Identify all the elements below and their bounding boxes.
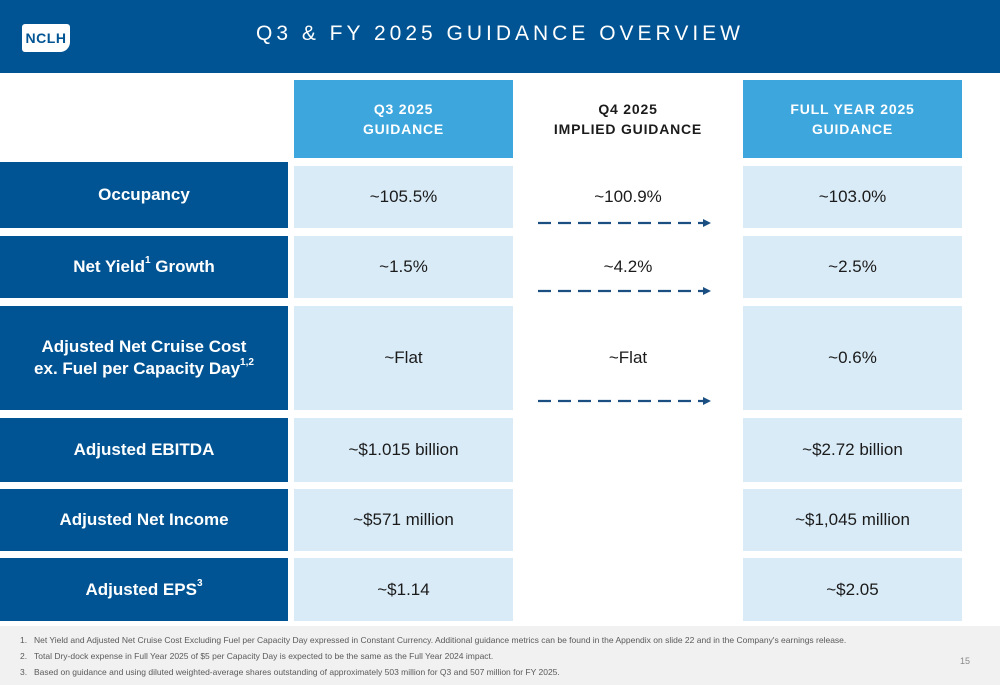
footnote-number: 2. xyxy=(20,651,28,661)
row-label-main: Net Yield xyxy=(73,257,146,276)
footnote-1: 1. Net Yield and Adjusted Net Cruise Cost… xyxy=(20,635,846,645)
row-label-main: Adjusted EPS xyxy=(85,579,197,599)
footnote-number: 3. xyxy=(20,667,28,677)
footnote-text: Based on guidance and using diluted weig… xyxy=(34,667,560,677)
row-label-adjusted-net-cruise-cost: Adjusted Net Cruise Cost ex. Fuel per Ca… xyxy=(0,306,288,410)
q3-eps-value: ~$1.14 xyxy=(294,558,513,621)
q3-net-income-value: ~$571 million xyxy=(294,489,513,551)
fy-eps-value: ~$2.05 xyxy=(743,558,962,621)
footnote-text: Net Yield and Adjusted Net Cruise Cost E… xyxy=(34,635,847,645)
fy-net-income-value: ~$1,045 million xyxy=(743,489,962,551)
column-header-q3-line1: Q3 2025 xyxy=(373,101,434,117)
nclh-logo: NCLH xyxy=(22,24,70,52)
q4-ncc-value: ~Flat xyxy=(608,348,648,367)
footnote-marker: 1,2 xyxy=(240,357,254,368)
fy-occupancy-value: ~103.0% xyxy=(743,166,962,228)
q3-ebitda-value: ~$1.015 billion xyxy=(294,418,513,482)
row-label-line2-text: ex. Fuel per Capacity Day xyxy=(34,359,241,378)
row-label-occupancy: Occupancy xyxy=(0,162,288,228)
q3-occupancy-value: ~105.5% xyxy=(294,166,513,228)
column-header-q4: Q4 2025 IMPLIED GUIDANCE xyxy=(514,80,742,158)
fy-ebitda-value: ~$2.72 billion xyxy=(743,418,962,482)
header-bar: NCLH Q3 & FY 2025 GUIDANCE OVERVIEW xyxy=(0,0,1000,73)
row-label-adjusted-net-income: Adjusted Net Income xyxy=(0,489,288,551)
row-label-adjusted-eps: Adjusted EPS3 xyxy=(0,558,288,621)
page-title: Q3 & FY 2025 GUIDANCE OVERVIEW xyxy=(255,22,744,45)
row-label-tail: Growth xyxy=(150,257,215,276)
footnotes-area: 1. Net Yield and Adjusted Net Cruise Cost… xyxy=(0,626,1000,685)
column-header-q4-line2: IMPLIED GUIDANCE xyxy=(553,121,703,137)
column-header-fy: FULL YEAR 2025 GUIDANCE xyxy=(743,80,962,158)
row-label-adjusted-ebitda: Adjusted EBITDA xyxy=(0,418,288,482)
dashed-arrow-icon xyxy=(538,397,711,405)
footnote-3: 3. Based on guidance and using diluted we… xyxy=(20,667,560,677)
row-label-net-yield-growth: Net Yield1 Growth xyxy=(0,236,288,298)
footnote-marker: 1 xyxy=(145,255,151,266)
row-label-text: Adjusted EBITDA xyxy=(73,440,215,459)
row-label-line1: Adjusted Net Cruise Cost xyxy=(41,337,247,356)
fy-net-yield-value: ~2.5% xyxy=(743,236,962,298)
fy-ncc-value: ~0.6% xyxy=(743,306,962,410)
dashed-arrow-icon xyxy=(538,219,711,227)
q4-net-yield-value: ~4.2% xyxy=(603,257,653,276)
q3-net-yield-value: ~1.5% xyxy=(294,236,513,298)
footnote-text: Total Dry-dock expense in Full Year 2025… xyxy=(34,651,494,661)
footnote-2: 2. Total Dry-dock expense in Full Year 20… xyxy=(20,651,493,661)
column-header-q4-line1: Q4 2025 xyxy=(598,101,658,117)
column-header-q3: Q3 2025 GUIDANCE xyxy=(294,80,513,158)
dashed-arrow-icon xyxy=(538,287,711,295)
row-label-text: Adjusted Net Income xyxy=(59,510,229,529)
row-label-line2: ex. Fuel per Capacity Day1,2 xyxy=(34,358,254,380)
row-label-text: Adjusted EPS3 xyxy=(85,577,203,601)
footnote-number: 1. xyxy=(20,635,28,645)
q3-ncc-value: ~Flat xyxy=(294,306,513,410)
column-header-q3-line2: GUIDANCE xyxy=(362,121,445,137)
row-label-text: Net Yield1 Growth xyxy=(73,256,215,278)
column-header-fy-line2: GUIDANCE xyxy=(811,121,894,137)
page-number: 15 xyxy=(960,656,971,666)
column-header-fy-line1: FULL YEAR 2025 xyxy=(790,101,915,117)
row-label-text: Occupancy xyxy=(98,185,190,204)
footnote-marker: 3 xyxy=(196,577,203,589)
q4-occupancy-value: ~100.9% xyxy=(594,187,662,206)
